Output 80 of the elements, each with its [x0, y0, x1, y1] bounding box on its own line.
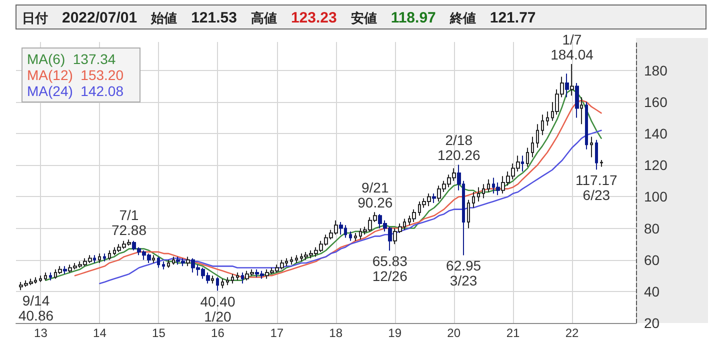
candlestick: [236, 272, 239, 281]
y-tick-label: 160: [644, 94, 668, 110]
candlestick: [58, 266, 62, 275]
candlestick: [412, 208, 416, 222]
candlestick: [546, 110, 549, 126]
candlestick: [98, 253, 101, 264]
text: MA(12) 153.20: [27, 67, 124, 83]
candlestick: [172, 256, 175, 266]
y-tick-label: 140: [644, 126, 668, 142]
x-tick-label: 18: [329, 326, 343, 340]
candlestick: [467, 199, 470, 229]
candlestick: [521, 155, 524, 172]
candlestick: [162, 260, 165, 270]
x-tick-label: 17: [270, 326, 284, 340]
candlestick: [103, 253, 106, 262]
annotation: 9/14 40.86: [18, 292, 54, 324]
candlestick: [541, 114, 544, 136]
annotation: 7/1 72.88: [111, 207, 147, 238]
text: MA(6) 137.34: [27, 51, 116, 67]
candlestick: [49, 272, 52, 281]
annotation: 9/21 90.26: [358, 180, 393, 211]
candlestick: [526, 147, 529, 168]
annotation: 62.95 3/23: [446, 258, 482, 289]
candlestick: [595, 139, 598, 170]
y-tick-label: 40: [644, 283, 660, 300]
candlestick: [290, 256, 293, 266]
y-tick-label: 180: [644, 62, 668, 78]
annotation: 1/7 184.04: [550, 32, 594, 63]
annotation: 117.17 6/23: [576, 172, 618, 204]
x-tick-label: 19: [388, 326, 402, 340]
candlestick: [354, 232, 357, 242]
candlestick: [482, 184, 485, 199]
x-tick-label: 15: [152, 326, 166, 340]
x-tick-label: 22: [565, 326, 579, 340]
candlestick: [44, 272, 47, 281]
candlestick: [221, 278, 224, 289]
candlestick: [241, 272, 244, 284]
candlestick: [580, 96, 583, 125]
y-tick-label: 80: [644, 220, 660, 236]
chart-title: 日付 2022/07/01 始値 121.53 高値 123.23 安値 118.97 終値 121.77: [22, 10, 536, 26]
x-tick-label: 21: [506, 326, 520, 340]
candlestick: [432, 193, 436, 204]
x-tick-label: 13: [34, 326, 48, 340]
candlestick: [570, 64, 574, 96]
annotation: 2/18 120.26: [437, 132, 480, 164]
candlestick: [231, 274, 234, 284]
annotation: 65.83 12/26: [372, 253, 408, 284]
candlestick: [186, 256, 190, 267]
candlestick: [590, 136, 593, 158]
candlestick: [167, 259, 170, 268]
candlestick: [496, 182, 500, 196]
candlestick: [600, 160, 603, 168]
candlestick: [531, 136, 534, 158]
candlestick: [339, 221, 343, 236]
x-tick-label: 14: [93, 326, 107, 340]
text: MA(24) 142.08: [27, 83, 124, 99]
x-tick-label: 16: [211, 326, 225, 340]
candlestick: [93, 254, 96, 264]
candlestick: [108, 250, 111, 260]
candlestick: [295, 254, 298, 264]
candlestick: [477, 186, 480, 202]
candlestick: [472, 191, 475, 208]
annotation: 40.40 1/20: [200, 293, 236, 324]
candlestick: [487, 178, 490, 192]
y-tick-label: 120: [644, 157, 668, 174]
candlestick: [575, 82, 579, 118]
candlestick: [63, 266, 67, 275]
x-tick-label: 20: [447, 326, 461, 340]
candlestick: [157, 256, 160, 268]
candlestick: [349, 230, 352, 242]
candlestick: [565, 73, 569, 98]
candlestick: [226, 276, 229, 286]
candlestick: [152, 254, 155, 264]
y-tick-label: 60: [644, 252, 660, 268]
candlestick: [216, 276, 219, 292]
candlestick: [39, 275, 42, 282]
candlestick: [585, 101, 588, 150]
candlestick: [211, 275, 214, 284]
candlestick: [536, 124, 539, 148]
y-tick-label: 100: [644, 188, 668, 205]
